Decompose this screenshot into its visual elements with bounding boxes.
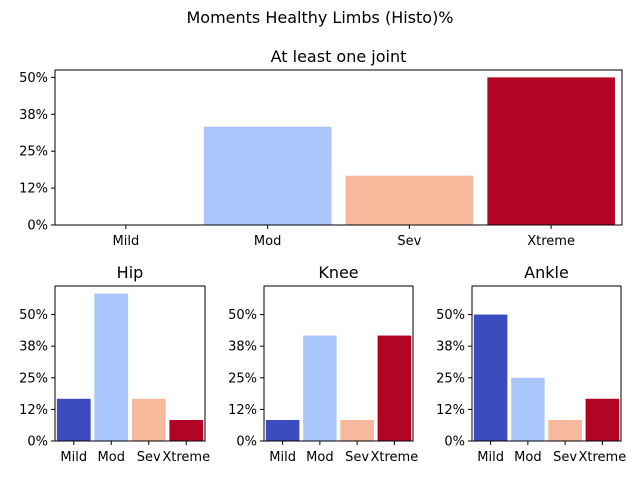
bar-mod bbox=[511, 377, 545, 441]
y-tick-label: 50% bbox=[436, 308, 465, 323]
x-tick-label: Mild bbox=[477, 450, 504, 465]
y-tick-label: 50% bbox=[228, 308, 257, 323]
bar-mild bbox=[56, 398, 91, 441]
bar-mild bbox=[265, 420, 300, 441]
x-tick-label: Sev bbox=[345, 450, 369, 465]
chart-hip: Hip 0% 12% 25% 38% 50% Mild Mod Sev Xtreme bbox=[19, 263, 210, 465]
chart-title: Knee bbox=[318, 263, 358, 282]
y-tick-label: 25% bbox=[19, 371, 48, 386]
x-tick-label: Sev bbox=[397, 234, 421, 249]
bar-mod bbox=[203, 126, 332, 225]
y-tick-label: 50% bbox=[19, 71, 48, 86]
bar-sev bbox=[345, 175, 474, 225]
chart-title: Hip bbox=[117, 263, 144, 282]
figure-suptitle: Moments Healthy Limbs (Histo)% bbox=[186, 8, 453, 27]
y-tick-label: 38% bbox=[436, 340, 465, 355]
y-tick-label: 0% bbox=[27, 435, 48, 450]
plot-frame bbox=[54, 285, 206, 442]
bar-sev bbox=[340, 420, 374, 441]
x-tick-label: Mild bbox=[113, 234, 140, 249]
y-tick-label: 0% bbox=[236, 435, 257, 450]
x-tick-label: Mild bbox=[269, 450, 296, 465]
chart-at-least-one-joint: At least one joint 0% 12% 25% 38% 50% Mild Mod… bbox=[19, 47, 623, 249]
x-tick-label: Mod bbox=[254, 234, 281, 249]
y-tick-label: 12% bbox=[19, 182, 48, 197]
plot-frame bbox=[263, 285, 414, 442]
plot-frame bbox=[471, 285, 622, 442]
bar-mod bbox=[303, 335, 337, 441]
y-tick-label: 25% bbox=[228, 371, 257, 386]
bar-xtreme bbox=[169, 420, 204, 441]
chart-title: At least one joint bbox=[271, 47, 407, 66]
chart-ankle: Ankle 0% 12% 25% 38% 50% Mild Mod Sev Xtreme bbox=[436, 263, 626, 465]
y-tick-label: 12% bbox=[228, 403, 257, 418]
x-tick-label: Sev bbox=[553, 450, 577, 465]
y-tick-label: 38% bbox=[228, 340, 257, 355]
bar-mod bbox=[94, 293, 129, 441]
y-tick-label: 38% bbox=[19, 340, 48, 355]
bar-xtreme bbox=[377, 335, 412, 441]
x-tick-label: Xtreme bbox=[162, 450, 210, 465]
y-tick-label: 25% bbox=[436, 371, 465, 386]
y-tick-label: 12% bbox=[19, 403, 48, 418]
y-tick-label: 0% bbox=[27, 219, 48, 234]
x-tick-label: Xtreme bbox=[579, 450, 627, 465]
x-tick-label: Mod bbox=[98, 450, 125, 465]
y-tick-label: 38% bbox=[19, 108, 48, 123]
bar-xtreme bbox=[487, 77, 615, 225]
bar-sev bbox=[548, 420, 582, 441]
plot-frame bbox=[54, 69, 623, 226]
y-tick-label: 50% bbox=[19, 308, 48, 323]
chart-knee: Knee 0% 12% 25% 38% 50% Mild Mod Sev Xtreme bbox=[228, 263, 418, 465]
x-tick-label: Mild bbox=[60, 450, 87, 465]
y-tick-label: 0% bbox=[444, 435, 465, 450]
chart-title: Ankle bbox=[524, 263, 569, 282]
bar-xtreme bbox=[585, 398, 620, 441]
x-tick-label: Mod bbox=[306, 450, 333, 465]
x-tick-label: Sev bbox=[137, 450, 161, 465]
y-tick-label: 25% bbox=[19, 145, 48, 160]
x-tick-label: Xtreme bbox=[371, 450, 419, 465]
bar-mild bbox=[473, 314, 508, 441]
x-tick-label: Mod bbox=[514, 450, 541, 465]
bar-sev bbox=[131, 398, 166, 441]
x-tick-label: Xtreme bbox=[527, 234, 575, 249]
y-tick-label: 12% bbox=[436, 403, 465, 418]
